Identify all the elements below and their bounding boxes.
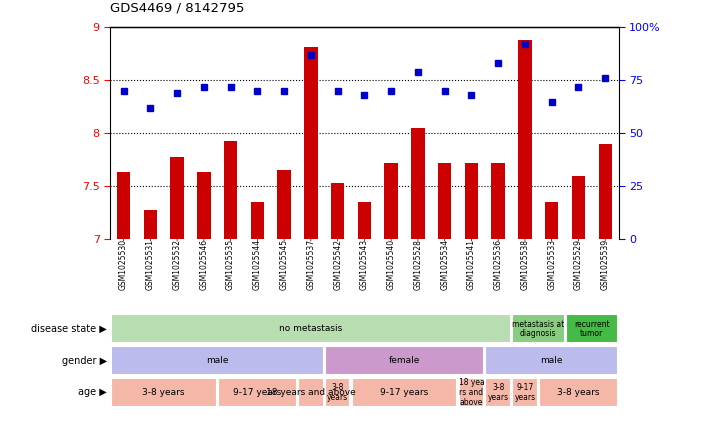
Text: 3-8
years: 3-8 years	[488, 383, 509, 402]
Bar	[358, 202, 371, 239]
Bar	[565, 314, 618, 343]
Bar	[411, 128, 424, 239]
Bar	[459, 378, 484, 407]
Bar	[111, 378, 217, 407]
Bar	[224, 141, 237, 239]
Text: GSM1025533: GSM1025533	[547, 239, 556, 290]
Bar	[144, 211, 157, 239]
Text: GSM1025528: GSM1025528	[413, 239, 422, 290]
Text: 3-8 years: 3-8 years	[557, 388, 599, 397]
Text: age ▶: age ▶	[78, 387, 107, 397]
Text: disease state ▶: disease state ▶	[31, 324, 107, 334]
Text: GSM1025531: GSM1025531	[146, 239, 155, 290]
Bar	[465, 163, 478, 239]
Text: gender ▶: gender ▶	[62, 356, 107, 365]
Text: GSM1025535: GSM1025535	[226, 239, 235, 290]
Bar	[218, 378, 297, 407]
Text: GSM1025542: GSM1025542	[333, 239, 342, 290]
Text: GSM1025534: GSM1025534	[440, 239, 449, 290]
Text: 18 years and above: 18 years and above	[266, 388, 356, 397]
Bar	[518, 40, 532, 239]
Text: male: male	[206, 356, 228, 365]
Text: no metastasis: no metastasis	[279, 324, 343, 333]
Bar	[197, 173, 210, 239]
Text: GSM1025530: GSM1025530	[119, 239, 128, 290]
Text: metastasis at
diagnosis: metastasis at diagnosis	[512, 319, 565, 338]
Text: GSM1025532: GSM1025532	[173, 239, 181, 290]
Bar	[304, 47, 318, 239]
Text: 3-8 years: 3-8 years	[142, 388, 185, 397]
Text: GSM1025544: GSM1025544	[253, 239, 262, 290]
Bar	[277, 170, 291, 239]
Bar	[351, 378, 457, 407]
Bar	[512, 378, 538, 407]
Bar	[539, 378, 618, 407]
Bar	[438, 163, 451, 239]
Text: GSM1025545: GSM1025545	[279, 239, 289, 290]
Text: 9-17
years: 9-17 years	[514, 383, 535, 402]
Text: GSM1025546: GSM1025546	[199, 239, 208, 290]
Text: 3-8
years: 3-8 years	[327, 383, 348, 402]
Text: GSM1025537: GSM1025537	[306, 239, 316, 290]
Text: GSM1025536: GSM1025536	[493, 239, 503, 290]
Text: GSM1025541: GSM1025541	[467, 239, 476, 290]
Text: 18 yea
rs and
above: 18 yea rs and above	[459, 378, 484, 407]
Bar	[486, 346, 618, 375]
Bar	[385, 163, 398, 239]
Bar	[486, 378, 511, 407]
Bar	[325, 378, 351, 407]
Text: GSM1025538: GSM1025538	[520, 239, 530, 290]
Bar	[545, 202, 558, 239]
Bar	[251, 202, 264, 239]
Bar	[512, 314, 565, 343]
Text: GSM1025539: GSM1025539	[601, 239, 610, 290]
Bar	[599, 144, 612, 239]
Text: female: female	[389, 356, 420, 365]
Bar	[111, 314, 511, 343]
Bar	[491, 163, 505, 239]
Text: recurrent
tumor: recurrent tumor	[574, 319, 609, 338]
Bar	[298, 378, 324, 407]
Text: GDS4469 / 8142795: GDS4469 / 8142795	[110, 2, 245, 15]
Bar	[117, 173, 130, 239]
Bar	[171, 157, 183, 239]
Text: 9-17 years: 9-17 years	[380, 388, 429, 397]
Bar	[325, 346, 484, 375]
Text: male: male	[540, 356, 563, 365]
Bar	[572, 176, 585, 239]
Bar	[111, 346, 324, 375]
Text: 9-17 years: 9-17 years	[233, 388, 282, 397]
Text: GSM1025529: GSM1025529	[574, 239, 583, 290]
Text: GSM1025540: GSM1025540	[387, 239, 395, 290]
Bar	[331, 183, 344, 239]
Text: GSM1025543: GSM1025543	[360, 239, 369, 290]
